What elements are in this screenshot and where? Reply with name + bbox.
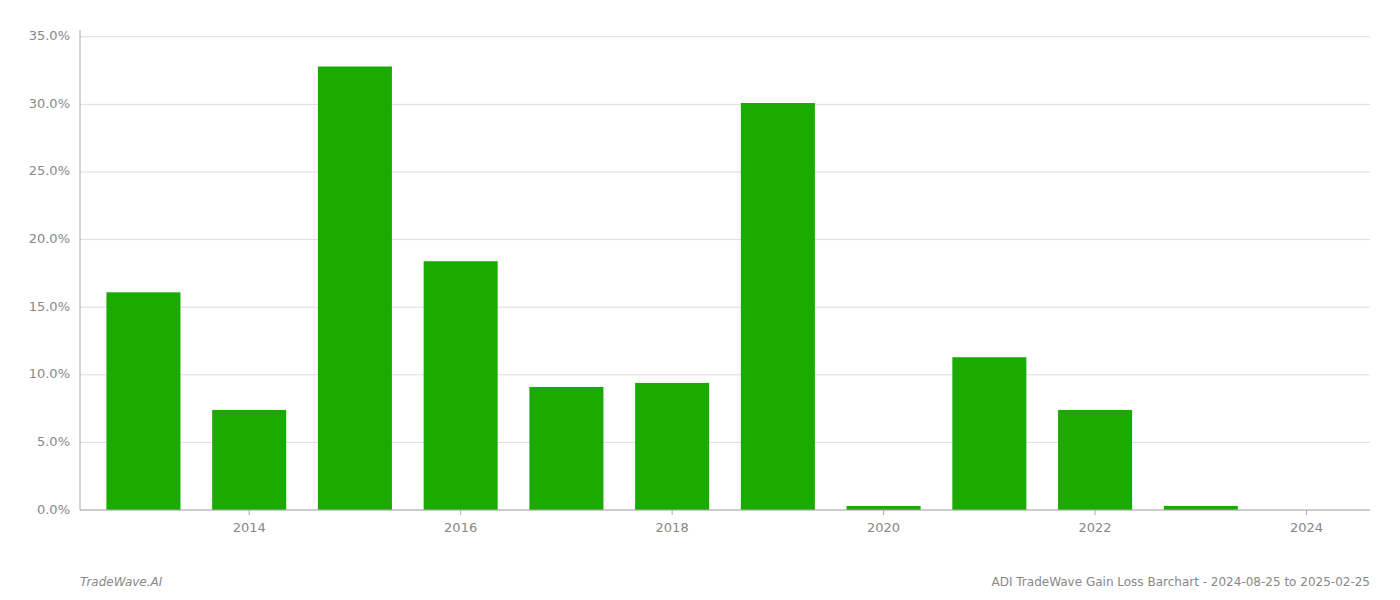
x-tick-label: 2022	[1079, 520, 1112, 535]
bar	[318, 67, 392, 510]
x-tick-label: 2020	[867, 520, 900, 535]
x-tick-label: 2024	[1290, 520, 1323, 535]
bar	[106, 292, 180, 510]
bar	[1058, 410, 1132, 510]
x-axis-line	[80, 510, 1370, 511]
bar	[424, 261, 498, 510]
grid-line	[80, 104, 1370, 105]
bar	[212, 410, 286, 510]
bar	[635, 383, 709, 510]
grid-line	[80, 307, 1370, 308]
bar	[1164, 506, 1238, 510]
grid-line	[80, 374, 1370, 375]
bar	[741, 103, 815, 510]
x-tick	[883, 510, 884, 515]
bar	[529, 387, 603, 510]
x-tick	[672, 510, 673, 515]
grid-line	[80, 510, 1370, 511]
footer-right: ADI TradeWave Gain Loss Barchart - 2024-…	[991, 575, 1370, 589]
bars	[106, 67, 1237, 510]
x-tick	[1306, 510, 1307, 515]
x-tick-label: 2016	[444, 520, 477, 535]
y-axis-line	[80, 30, 81, 510]
grid-line	[80, 239, 1370, 240]
y-tick-label: 5.0%	[37, 434, 70, 449]
grid-line	[80, 36, 1370, 37]
x-tick-label: 2018	[656, 520, 689, 535]
chart: 0.0% 5.0% 10.0% 15.0% 20.0% 25.0% 30.0% 35.0% 20…	[0, 0, 1400, 600]
x-axis: 2014 2016 2018 2020 2022 2024	[233, 510, 1323, 535]
y-tick-label: 15.0%	[29, 299, 70, 314]
grid	[80, 37, 1370, 510]
y-axis: 0.0% 5.0% 10.0% 15.0% 20.0% 25.0% 30.0% 35.0%	[29, 28, 70, 516]
y-tick-label: 10.0%	[29, 366, 70, 381]
x-tick	[1095, 510, 1096, 515]
y-tick-label: 20.0%	[29, 231, 70, 246]
bar	[952, 357, 1026, 510]
y-tick-label: 35.0%	[29, 28, 70, 43]
x-tick	[460, 510, 461, 515]
bar	[847, 506, 921, 510]
x-tick	[249, 510, 250, 515]
footer-left: TradeWave.AI	[80, 575, 163, 589]
y-tick-label: 25.0%	[29, 163, 70, 178]
y-tick-label: 0.0%	[37, 502, 70, 517]
x-tick-label: 2014	[233, 520, 266, 535]
y-tick-label: 30.0%	[29, 96, 70, 111]
chart-container: 0.0% 5.0% 10.0% 15.0% 20.0% 25.0% 30.0% 35.0% 20…	[0, 0, 1400, 600]
grid-line	[80, 171, 1370, 172]
